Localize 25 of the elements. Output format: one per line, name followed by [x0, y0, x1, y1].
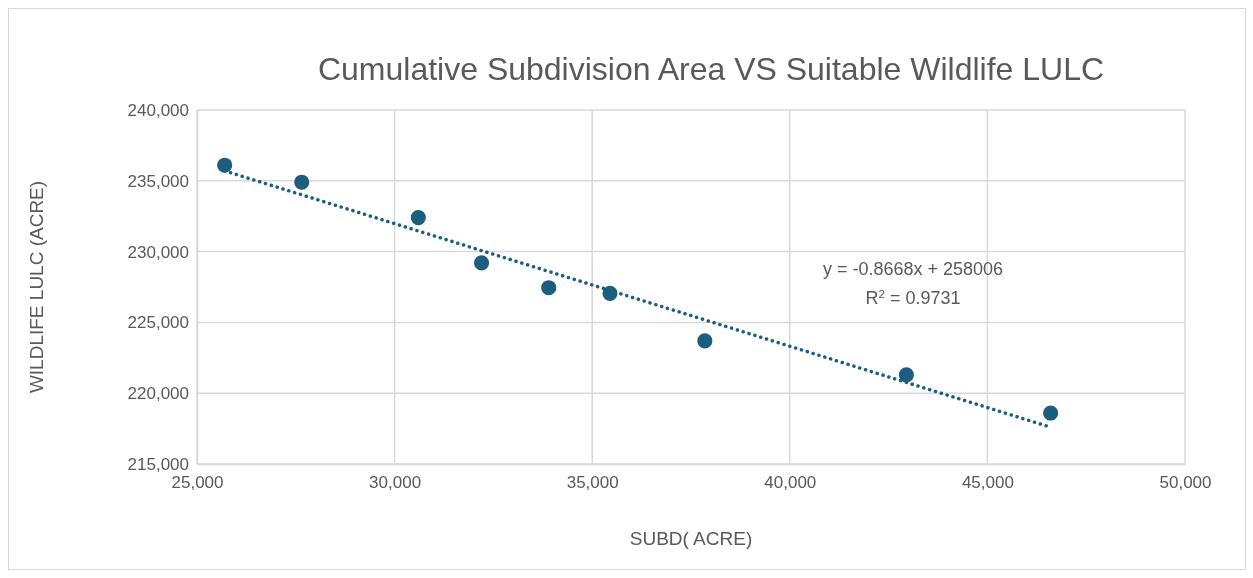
x-tick-label: 35,000: [566, 473, 619, 493]
point: [294, 174, 310, 190]
y-axis-title: WILDLIFE LULC (ACRE): [26, 180, 47, 394]
y-tick-label: 240,000: [127, 100, 189, 120]
x-axis-title: SUBD( ACRE): [629, 528, 753, 549]
point: [541, 280, 557, 296]
x-tick-label: 25,000: [171, 473, 224, 493]
x-tick-label: 45,000: [961, 473, 1014, 493]
point: [1043, 405, 1059, 421]
y-tick-label: 235,000: [127, 171, 189, 191]
point: [217, 157, 233, 173]
annotation: R$^{2}$ = 0.9731: [865, 286, 961, 308]
annotation: y = -0.8668x + 258006: [822, 259, 1004, 279]
point: [697, 333, 713, 349]
y-tick-label: 220,000: [127, 384, 189, 404]
point: [898, 367, 914, 383]
y-tick-label: 225,000: [127, 313, 189, 333]
point: [473, 255, 490, 271]
point: [410, 210, 426, 226]
y-tick-label: 230,000: [127, 242, 189, 262]
x-tick-label: 30,000: [369, 473, 422, 493]
x-tick-label: 50,000: [1159, 473, 1212, 493]
chart-title: Cumulative Subdivision Area VS Suitable Wildlife LULC: [317, 51, 1105, 87]
x-tick-label: 40,000: [764, 473, 817, 493]
y-tick-label: 215,000: [127, 454, 189, 474]
